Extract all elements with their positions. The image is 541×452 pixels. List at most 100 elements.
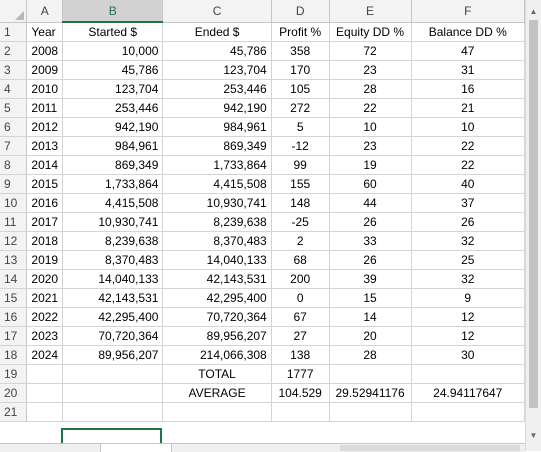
cell-e[interactable]: Equity DD % <box>329 22 412 42</box>
cell-c[interactable]: 42,143,531 <box>162 269 272 289</box>
cell-c[interactable]: 8,370,483 <box>162 231 272 251</box>
cell-b[interactable]: 8,239,638 <box>62 231 164 251</box>
cell-c[interactable]: 984,961 <box>162 117 272 137</box>
cell-f[interactable]: 47 <box>411 41 525 61</box>
cell-b[interactable]: 42,295,400 <box>62 307 164 327</box>
cell-d[interactable]: 99 <box>271 155 330 175</box>
cell-d[interactable]: 5 <box>271 117 330 137</box>
cell-f[interactable]: 12 <box>411 307 525 327</box>
cell-b[interactable]: 869,349 <box>62 155 164 175</box>
cell-c[interactable]: 123,704 <box>162 60 272 80</box>
cell-b[interactable]: 10,000 <box>62 41 164 61</box>
cell-a[interactable] <box>26 402 64 422</box>
cell-b[interactable]: 45,786 <box>62 60 164 80</box>
cell-b[interactable]: 8,370,483 <box>62 250 164 270</box>
row-header[interactable]: 11 <box>0 212 28 232</box>
cell-d[interactable]: 200 <box>271 269 330 289</box>
cell-f[interactable]: 12 <box>411 326 525 346</box>
cell-e[interactable]: 33 <box>329 231 412 251</box>
cell-c[interactable] <box>162 402 272 422</box>
cell-f[interactable]: Balance DD % <box>411 22 525 42</box>
column-header-d[interactable]: D <box>271 0 330 23</box>
row-header[interactable]: 21 <box>0 402 28 422</box>
row-header[interactable]: 7 <box>0 136 28 156</box>
column-header-a[interactable]: A <box>26 0 64 23</box>
cell-a[interactable]: 2009 <box>26 60 64 80</box>
cell-a[interactable]: 2016 <box>26 193 64 213</box>
row-header[interactable]: 17 <box>0 326 28 346</box>
row-header[interactable]: 14 <box>0 269 28 289</box>
cell-e[interactable]: 29.52941176 <box>329 383 412 403</box>
cell-c[interactable]: 4,415,508 <box>162 174 272 194</box>
row-header[interactable]: 8 <box>0 155 28 175</box>
cell-c[interactable]: 214,066,308 <box>162 345 272 365</box>
cell-c[interactable]: AVERAGE <box>162 383 272 403</box>
cell-f[interactable]: 26 <box>411 212 525 232</box>
cell-b[interactable]: 942,190 <box>62 117 164 137</box>
cell-e[interactable]: 14 <box>329 307 412 327</box>
cell-b[interactable]: 89,956,207 <box>62 345 164 365</box>
cell-c[interactable]: 42,295,400 <box>162 288 272 308</box>
row-header[interactable]: 6 <box>0 117 28 137</box>
horizontal-scrollbar[interactable] <box>340 445 520 451</box>
select-all-corner[interactable] <box>0 0 28 23</box>
cell-e[interactable]: 22 <box>329 98 412 118</box>
cell-f[interactable] <box>411 364 525 384</box>
cell-f[interactable]: 21 <box>411 98 525 118</box>
cell-a[interactable] <box>26 364 64 384</box>
cell-a[interactable]: 2008 <box>26 41 64 61</box>
cell-a[interactable]: 2024 <box>26 345 64 365</box>
column-header-f[interactable]: F <box>411 0 525 23</box>
column-header-b[interactable]: B <box>62 0 164 23</box>
cell-b[interactable]: 253,446 <box>62 98 164 118</box>
cell-c[interactable]: 253,446 <box>162 79 272 99</box>
cell-e[interactable]: 72 <box>329 41 412 61</box>
column-header-c[interactable]: C <box>162 0 272 23</box>
cell-e[interactable]: 19 <box>329 155 412 175</box>
cell-f[interactable]: 22 <box>411 136 525 156</box>
row-header[interactable]: 10 <box>0 193 28 213</box>
cell-f[interactable]: 10 <box>411 117 525 137</box>
row-header[interactable]: 15 <box>0 288 28 308</box>
cell-c[interactable]: 14,040,133 <box>162 250 272 270</box>
row-header[interactable]: 12 <box>0 231 28 251</box>
cell-d[interactable]: 1777 <box>271 364 330 384</box>
cell-c[interactable]: 70,720,364 <box>162 307 272 327</box>
cell-d[interactable]: -12 <box>271 136 330 156</box>
row-header[interactable]: 18 <box>0 345 28 365</box>
cell-f[interactable]: 22 <box>411 155 525 175</box>
cell-e[interactable]: 28 <box>329 79 412 99</box>
cell-b[interactable]: 123,704 <box>62 79 164 99</box>
cell-b[interactable] <box>62 364 164 384</box>
cell-a[interactable]: 2020 <box>26 269 64 289</box>
cell-a[interactable]: 2013 <box>26 136 64 156</box>
cell-e[interactable] <box>329 364 412 384</box>
cell-e[interactable]: 44 <box>329 193 412 213</box>
cell-e[interactable]: 23 <box>329 136 412 156</box>
cell-e[interactable]: 60 <box>329 174 412 194</box>
cell-c[interactable]: 942,190 <box>162 98 272 118</box>
cell-b[interactable]: 10,930,741 <box>62 212 164 232</box>
cell-d[interactable]: 358 <box>271 41 330 61</box>
cell-c[interactable]: 8,239,638 <box>162 212 272 232</box>
cell-d[interactable]: 67 <box>271 307 330 327</box>
scroll-thumb[interactable] <box>529 20 538 408</box>
cell-f[interactable]: 9 <box>411 288 525 308</box>
cell-e[interactable]: 26 <box>329 212 412 232</box>
cell-d[interactable]: 104.529 <box>271 383 330 403</box>
cell-a[interactable]: 2017 <box>26 212 64 232</box>
cell-b[interactable] <box>62 383 164 403</box>
cell-f[interactable]: 40 <box>411 174 525 194</box>
cell-e[interactable]: 15 <box>329 288 412 308</box>
cell-e[interactable]: 28 <box>329 345 412 365</box>
cell-f[interactable]: 30 <box>411 345 525 365</box>
cell-f[interactable]: 31 <box>411 60 525 80</box>
cell-f[interactable]: 37 <box>411 193 525 213</box>
cell-b[interactable]: 42,143,531 <box>62 288 164 308</box>
row-header[interactable]: 2 <box>0 41 28 61</box>
cell-d[interactable]: 0 <box>271 288 330 308</box>
row-header[interactable]: 3 <box>0 60 28 80</box>
cell-c[interactable]: 1,733,864 <box>162 155 272 175</box>
cell-a[interactable]: 2015 <box>26 174 64 194</box>
column-header-e[interactable]: E <box>329 0 412 23</box>
